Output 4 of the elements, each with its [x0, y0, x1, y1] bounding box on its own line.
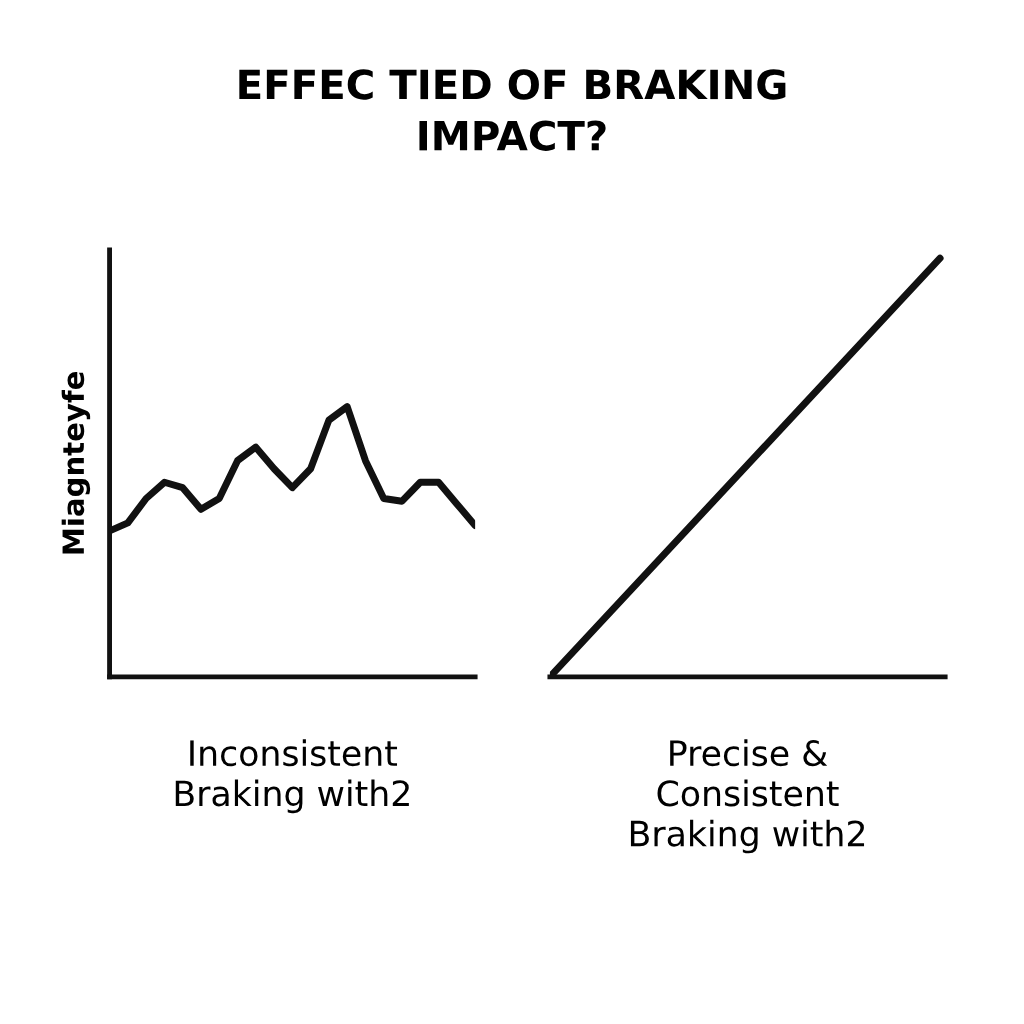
x-axis-title: Inconsistent Braking with2 — [175, 739, 409, 814]
y-axis-title: Miagnteyfe — [61, 372, 91, 554]
chart-title: EFFEC TIED OF BRAKING IMPACT? — [239, 69, 786, 151]
x-axis-title: Precise & Consistent Braking with2 — [630, 739, 865, 854]
